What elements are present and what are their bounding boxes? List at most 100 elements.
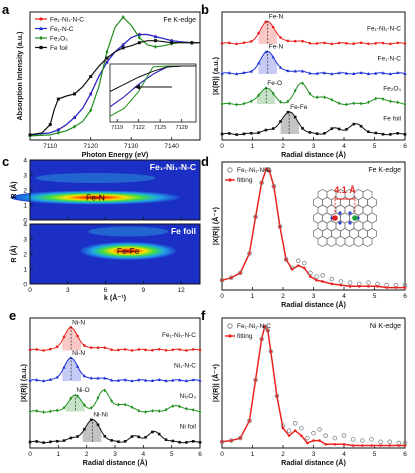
data-point xyxy=(253,214,258,220)
data-point xyxy=(381,71,385,75)
lattice-hexagon xyxy=(317,235,328,248)
data-point xyxy=(302,260,307,266)
data-point xyxy=(28,440,32,444)
data-point xyxy=(381,132,385,136)
data-point xyxy=(242,132,246,136)
data-point xyxy=(96,376,100,380)
data-point xyxy=(264,50,268,54)
data-point xyxy=(76,394,79,399)
data-point xyxy=(171,404,175,408)
data-point xyxy=(144,410,147,414)
data-point xyxy=(105,60,109,64)
data-point xyxy=(347,280,353,285)
data-point xyxy=(242,101,246,106)
data-point xyxy=(49,440,52,444)
data-point xyxy=(296,258,301,263)
data-point xyxy=(315,95,319,100)
panel-b: b 0 1 2 3 4 5 6 Radial distance (Å) |X(R)| (a.u.)… xyxy=(201,2,407,159)
data-point xyxy=(103,376,107,380)
data-point xyxy=(228,101,231,106)
data-point xyxy=(144,348,147,352)
data-point xyxy=(103,346,107,349)
data-point xyxy=(185,441,188,444)
data-point xyxy=(238,270,243,276)
data-point xyxy=(374,41,378,45)
data-point xyxy=(388,72,392,76)
data-point xyxy=(39,45,43,50)
x-tick-label: 2 xyxy=(281,143,285,150)
data-point xyxy=(49,347,52,351)
fit-point xyxy=(248,419,251,423)
data-point xyxy=(137,35,141,40)
series-label: Fe₁-Ni₁-N-C xyxy=(367,26,401,33)
data-point xyxy=(271,55,275,59)
data-point xyxy=(56,97,60,101)
panel-a: a 7110 7120 7130 7140 Photon Energy (eV) Absor… xyxy=(2,2,201,159)
fit-point xyxy=(281,426,285,430)
data-point xyxy=(344,71,349,75)
fit-line xyxy=(221,168,405,289)
data-point xyxy=(249,131,253,135)
data-point xyxy=(271,184,277,189)
data-point xyxy=(396,132,399,135)
data-point xyxy=(153,34,158,39)
data-point xyxy=(378,439,383,445)
data-point xyxy=(130,379,134,383)
x-tick-label: 1 xyxy=(251,293,255,300)
data-point xyxy=(359,71,363,75)
legend-swatch xyxy=(227,323,233,329)
data-point xyxy=(292,420,298,426)
x-tick-label: 6 xyxy=(403,293,407,300)
data-point xyxy=(219,277,225,283)
y-axis-label: |X(R)| (Å⁻⁴) xyxy=(211,206,220,245)
ni-atom xyxy=(352,215,358,221)
series-line xyxy=(221,50,406,75)
data-point xyxy=(308,71,312,75)
data-point xyxy=(157,409,161,413)
data-point xyxy=(301,39,304,43)
data-point xyxy=(235,133,238,136)
data-point xyxy=(264,20,268,24)
data-point xyxy=(171,348,175,352)
fit-point xyxy=(333,442,337,446)
fit-point xyxy=(290,267,294,271)
x-tick-label: 0 xyxy=(220,451,224,458)
x-tick-label: 7140 xyxy=(164,143,179,150)
fit-point xyxy=(339,283,343,287)
x-tick-label: 3 xyxy=(312,293,316,300)
fit-line xyxy=(221,325,405,447)
data-point xyxy=(69,396,73,401)
y-axis-label: R (Å) xyxy=(9,245,18,263)
data-point xyxy=(42,349,45,352)
legend-swatch xyxy=(227,167,233,173)
series-line xyxy=(221,82,406,106)
data-point xyxy=(268,349,274,354)
data-point xyxy=(271,91,275,96)
x-tick-label: 4 xyxy=(342,293,346,300)
fit-point xyxy=(260,181,263,185)
fit-point xyxy=(220,278,224,282)
data-point xyxy=(305,435,310,441)
data-point xyxy=(320,273,325,278)
data-point xyxy=(238,435,243,441)
y-tick-label: 3 xyxy=(23,172,27,179)
data-point xyxy=(274,393,280,399)
peak-label: Fe-N xyxy=(269,13,284,20)
data-point xyxy=(49,409,52,414)
data-point xyxy=(366,71,370,76)
legend-label: Fe₁-Ni₁-N-C xyxy=(237,323,271,330)
panel-label: a xyxy=(2,2,10,17)
data-point xyxy=(337,101,341,106)
nitrogen-atom xyxy=(338,211,342,215)
data-point xyxy=(359,124,363,128)
data-point xyxy=(153,44,157,49)
fit-point xyxy=(269,350,273,353)
fit-point xyxy=(239,436,242,440)
x-tick-label: 7130 xyxy=(124,143,139,150)
x-tick-label: 0 xyxy=(28,287,32,294)
data-point xyxy=(293,115,297,119)
panel-d: d 0 1 2 3 4 5 6 Radial distance (Å) |X(R)| (Å⁻⁴) F… xyxy=(201,154,408,309)
fit-point xyxy=(267,169,271,172)
fit-point xyxy=(248,252,251,255)
